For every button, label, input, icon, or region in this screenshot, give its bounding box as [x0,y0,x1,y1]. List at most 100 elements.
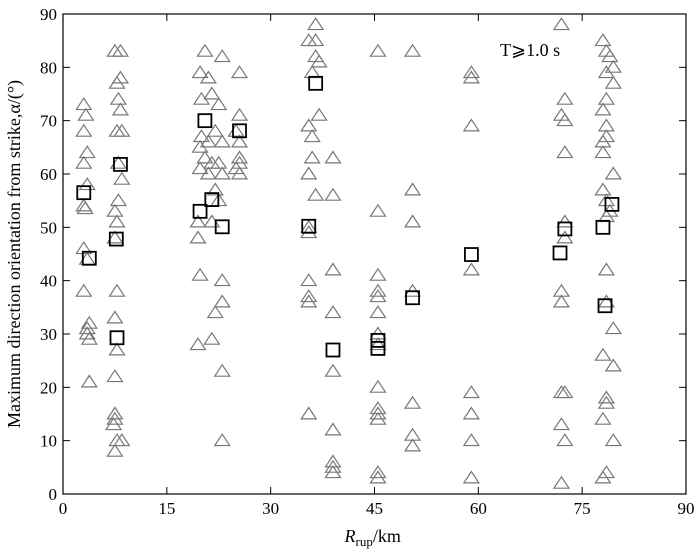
triangle-point [300,225,318,239]
triangle-point [111,43,130,57]
axis-tick-labels: 0 15 30 45 60 75 90 0 10 20 30 40 50 60 70 80 90 [40,5,695,518]
triangle-point [300,166,318,180]
triangle-point [369,43,387,57]
triangle-point [462,470,481,484]
triangle-point [199,166,217,180]
triangle-point [403,43,422,57]
triangle-point [552,417,571,431]
triangle-point [111,102,130,116]
triangle-point [78,145,96,159]
triangle-point [597,395,616,409]
triangle-point [109,193,127,207]
triangle-point [462,65,481,79]
triangle-point [462,433,481,447]
x-axis-label-symbol: R [344,526,356,546]
triangle-point [369,470,387,484]
triangle-point [106,406,124,420]
triangle-point [324,459,342,473]
triangle-point [113,171,131,185]
square-point [197,113,213,129]
triangle-point [369,289,387,303]
triangle-point [192,129,211,143]
triangle-point [552,294,571,308]
triangle-point [300,118,318,132]
triangle-point [369,411,387,425]
triangle-point [556,385,574,399]
triangle-point [324,262,342,276]
triangle-point [191,161,209,175]
triangle-point [597,390,616,404]
square-point [370,340,386,356]
period-annotation: T⩾1.0 s [500,40,560,60]
triangle-point [556,433,574,447]
triangle-point [594,411,612,425]
triangle-point [324,305,342,319]
triangle-point [75,241,93,255]
triangle-point [213,49,231,63]
triangle-point [597,262,616,276]
square-point [204,192,220,208]
x-tick-label: 60 [470,499,487,518]
square-point [81,250,97,266]
triangle-point [108,214,126,228]
triangle-point [78,177,96,191]
triangle-point [78,326,96,340]
square-point [325,342,341,358]
triangle-point [300,294,318,308]
triangle-point [556,214,574,228]
triangle-point [324,150,342,164]
triangle-point [462,385,481,399]
triangle-point [191,139,209,153]
x-tick-label: 30 [262,499,279,518]
triangle-point [303,150,321,164]
triangle-point [206,182,224,196]
triangle-point [191,267,209,281]
triangle-point [594,102,612,116]
triangle-point [213,433,231,447]
triangle-point [556,113,574,127]
triangle-point [597,65,616,79]
triangle-point [189,214,207,228]
x-axis-label-unit: /km [373,526,401,546]
triangle-point [403,214,422,228]
triangle-point [403,438,422,452]
axis-ticks [62,13,687,495]
triangle-point [594,182,612,196]
triangle-point [462,118,481,132]
square-point [308,75,324,91]
triangle-point [307,187,325,201]
triangle-point [213,273,231,287]
triangle-point [213,294,231,308]
y-tick-label: 50 [40,218,57,237]
triangle-point [324,187,342,201]
triangle-point [604,321,622,335]
triangle-point [230,134,249,148]
square-point [595,219,611,235]
square-point [232,123,247,139]
data-marks [75,17,622,489]
square-point [301,218,317,234]
triangle-point [77,107,95,121]
x-tick-label: 45 [366,499,383,518]
triangle-point [230,150,249,164]
triangle-point [556,145,574,159]
y-tick-label: 40 [40,272,57,291]
triangle-point [80,331,98,345]
triangle-point [104,417,123,431]
square-point [214,219,230,235]
triangle-point [108,433,126,447]
triangle-point [206,305,224,319]
plot-frame [62,13,687,495]
square-point [552,245,568,261]
triangle-point [307,17,325,31]
triangle-point [227,123,245,137]
triangle-point [106,443,124,457]
triangle-point [196,43,214,57]
triangle-point [75,283,93,297]
triangle-point [113,433,131,447]
triangle-point [369,267,387,281]
triangle-point [462,70,481,84]
triangle-point [310,107,328,121]
x-tick-label: 90 [678,499,695,518]
